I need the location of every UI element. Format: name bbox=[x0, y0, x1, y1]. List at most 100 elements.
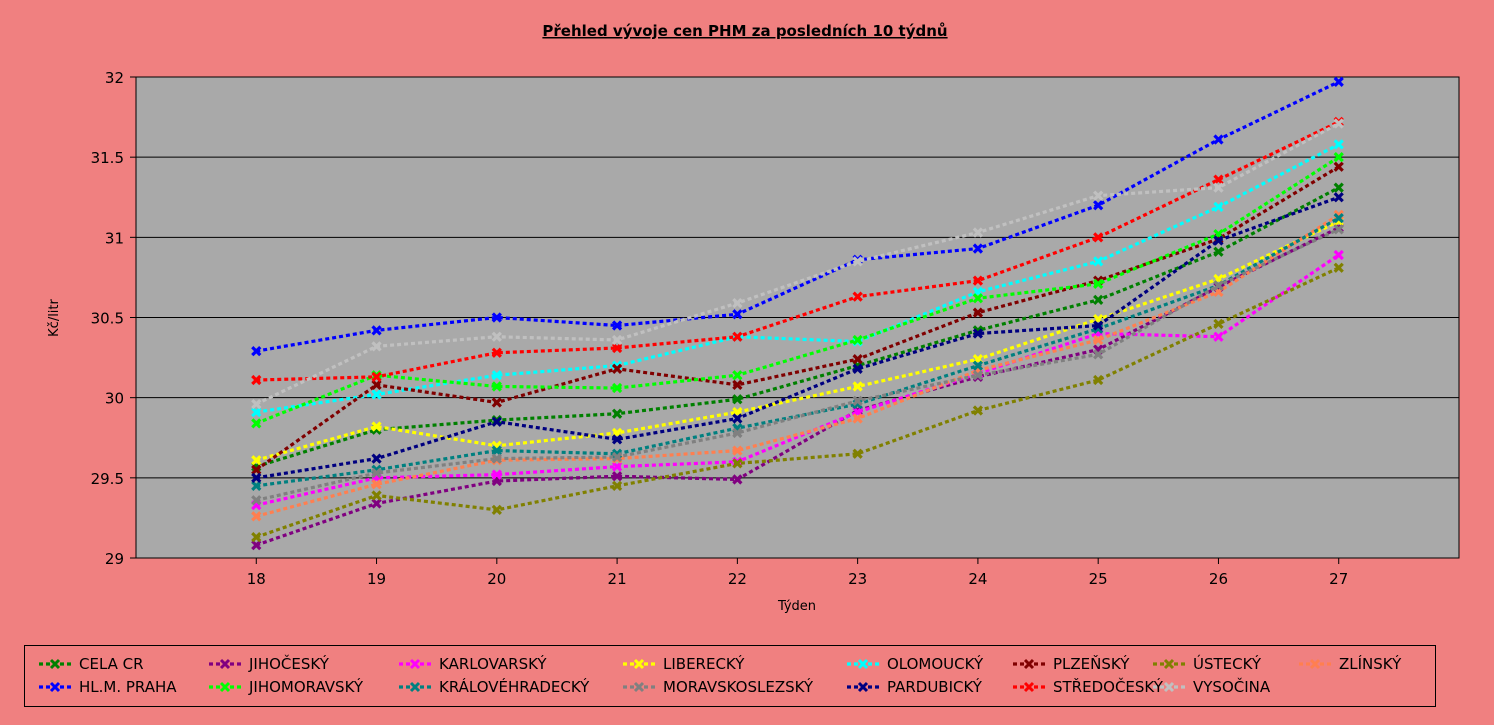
data-point-olomoucky bbox=[1093, 256, 1104, 267]
data-point-plzensky bbox=[251, 464, 262, 475]
series-line-moravskoslezsky bbox=[255, 227, 1340, 502]
data-point-jihocesky bbox=[732, 474, 743, 485]
data-point-hl-m-praha bbox=[491, 312, 502, 323]
series-line-liberecky bbox=[255, 219, 1340, 462]
data-point-liberecky bbox=[251, 455, 262, 466]
series-line-ustecky bbox=[255, 266, 1340, 539]
series-stredocesky bbox=[251, 116, 1344, 386]
series-line-plzensky bbox=[255, 165, 1340, 472]
data-point-kralovehradecky bbox=[251, 480, 262, 491]
series-line-cela-cr bbox=[255, 186, 1340, 469]
data-point-stredocesky bbox=[491, 347, 502, 358]
data-point-stredocesky bbox=[972, 275, 984, 286]
series-hl-m-praha bbox=[251, 76, 1344, 357]
data-point-jihomoravsky bbox=[852, 334, 863, 346]
data-point-hl-m-praha bbox=[1213, 134, 1224, 145]
data-point-moravskoslezsky bbox=[371, 467, 382, 479]
x-tick-label: 27 bbox=[1329, 570, 1348, 588]
series-line-jihomoravsky bbox=[255, 155, 1340, 425]
series-vysocina bbox=[251, 118, 1344, 410]
legend-label: STŘEDOČESKÝ bbox=[1053, 677, 1163, 696]
data-point-karlovarsky bbox=[1333, 249, 1344, 261]
line-chart: Přehled vývoje cen PHM za posledních 10 … bbox=[47, 22, 1460, 614]
legend-label: CELA CR bbox=[79, 654, 144, 673]
x-axis-title: Týden bbox=[777, 599, 816, 614]
legend-swatch bbox=[209, 681, 241, 692]
data-point-pardubicky bbox=[491, 416, 502, 427]
chart-legend: CELA CR JIHOČESKÝ KARLOVARSKÝ LIBERECKÝ OLOM… bbox=[24, 645, 1436, 707]
data-point-olomoucky bbox=[251, 406, 262, 418]
y-tick-label: 31 bbox=[105, 229, 124, 247]
data-point-stredocesky bbox=[371, 371, 382, 382]
legend-swatch bbox=[399, 681, 431, 692]
series-line-olomoucky bbox=[256, 142, 1340, 414]
data-point-zlinsky bbox=[732, 445, 743, 456]
data-point-stredocesky bbox=[852, 291, 863, 302]
legend-label: LIBERECKÝ bbox=[663, 654, 745, 673]
data-point-hl-m-praha bbox=[371, 325, 382, 336]
data-point-ustecky bbox=[611, 480, 623, 491]
data-point-ustecky bbox=[972, 405, 984, 416]
data-point-vysocina bbox=[1213, 182, 1224, 193]
legend-item-jihomoravsky: JIHOMORAVSKÝ bbox=[207, 675, 397, 698]
data-point-karlovarsky bbox=[1213, 331, 1224, 342]
series-line-vysocina bbox=[255, 122, 1340, 406]
data-point-zlinsky bbox=[1093, 334, 1104, 346]
series-group bbox=[251, 76, 1344, 551]
legend-label: OLOMOUCKÝ bbox=[887, 654, 984, 673]
data-point-vysocina bbox=[1093, 190, 1104, 201]
data-point-plzensky bbox=[611, 363, 623, 374]
data-point-pardubicky bbox=[852, 363, 863, 374]
data-point-ustecky bbox=[1213, 318, 1224, 330]
data-point-vysocina bbox=[611, 334, 623, 346]
data-point-jihocesky bbox=[251, 540, 262, 551]
legend-item-kralovehradecky: KRÁLOVÉHRADECKÝ bbox=[397, 675, 621, 698]
x-tick-label: 21 bbox=[608, 570, 627, 588]
x-tick-label: 18 bbox=[247, 570, 266, 588]
y-axis-title: Kč/litr bbox=[47, 298, 62, 336]
data-point-stredocesky bbox=[251, 374, 262, 386]
data-point-moravskoslezsky bbox=[1093, 349, 1104, 360]
data-point-pardubicky bbox=[1333, 192, 1344, 203]
y-tick-label: 31.5 bbox=[91, 149, 124, 167]
data-point-plzensky bbox=[972, 307, 984, 318]
legend-swatch bbox=[847, 658, 879, 669]
data-point-pardubicky bbox=[1213, 235, 1224, 246]
data-point-plzensky bbox=[732, 379, 743, 390]
legend-label: PLZEŇSKÝ bbox=[1053, 654, 1130, 673]
data-point-liberecky bbox=[371, 421, 382, 432]
data-point-hl-m-praha bbox=[611, 320, 623, 331]
legend-item-pardubicky: PARDUBICKÝ bbox=[845, 675, 1011, 698]
data-point-stredocesky bbox=[1213, 174, 1224, 185]
data-point-vysocina bbox=[972, 227, 984, 238]
data-point-jihomoravsky bbox=[732, 370, 743, 381]
y-tick-label: 30 bbox=[105, 390, 124, 408]
data-point-moravskoslezsky bbox=[251, 495, 262, 506]
legend-item-vysocina: VYSOČINA bbox=[1151, 675, 1297, 698]
data-point-ustecky bbox=[491, 504, 502, 516]
data-point-ustecky bbox=[1093, 374, 1104, 386]
legend-item-jihocesky: JIHOČESKÝ bbox=[207, 652, 397, 675]
data-point-ustecky bbox=[852, 448, 863, 459]
data-point-cela-cr bbox=[732, 394, 743, 405]
legend-swatch bbox=[1153, 658, 1185, 669]
data-point-pardubicky bbox=[251, 472, 262, 483]
data-point-pardubicky bbox=[611, 434, 623, 445]
legend-item-karlovarsky: KARLOVARSKÝ bbox=[397, 652, 621, 675]
y-axis-ticks: 29 29.5 30 30.5 31 31.5 32 bbox=[91, 69, 136, 568]
y-tick-label: 30.5 bbox=[91, 310, 124, 328]
data-point-plzensky bbox=[371, 379, 382, 390]
data-point-plzensky bbox=[491, 397, 502, 408]
data-point-jihomoravsky bbox=[1333, 152, 1344, 163]
x-tick-label: 26 bbox=[1209, 570, 1228, 588]
data-point-jihomoravsky bbox=[491, 381, 502, 392]
y-tick-label: 32 bbox=[105, 69, 124, 87]
legend-swatch bbox=[847, 681, 879, 692]
legend-label: ZLÍNSKÝ bbox=[1339, 654, 1402, 673]
legend-item-cela-cr: CELA CR bbox=[37, 652, 207, 675]
legend-item-moravskoslezsky: MORAVSKOSLEZSKÝ bbox=[621, 675, 845, 698]
data-point-vysocina bbox=[732, 297, 743, 309]
data-point-karlovarsky bbox=[611, 461, 623, 472]
legend-label: ÚSTECKÝ bbox=[1193, 654, 1262, 673]
x-tick-label: 20 bbox=[487, 570, 506, 588]
